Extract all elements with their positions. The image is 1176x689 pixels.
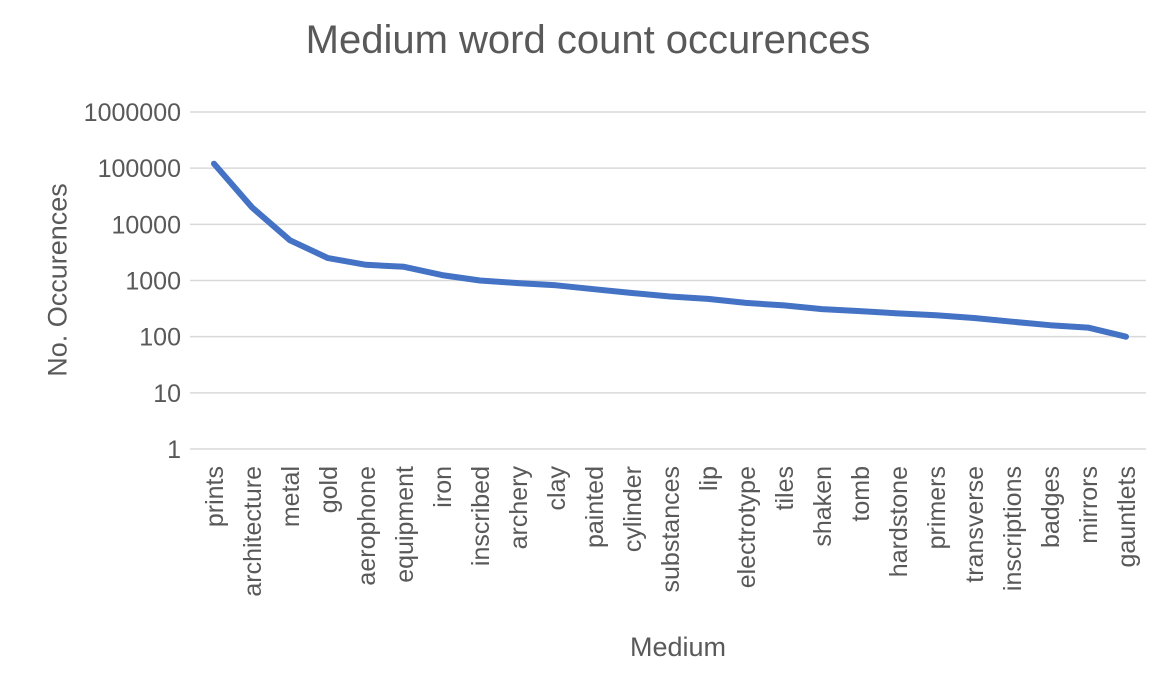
y-tick-labels: 1 10 100 1000 10000 100000 1000000 — [84, 99, 181, 464]
x-tick-label: transverse — [961, 466, 989, 583]
x-tick-label: iron — [429, 466, 457, 508]
x-tick-labels: prints architecture metal gold aerophone equi… — [201, 466, 1141, 597]
x-tick-label: shaken — [809, 466, 837, 547]
y-tick-label: 1 — [167, 436, 181, 464]
series-line — [211, 160, 1129, 340]
y-tick-label: 1000 — [125, 268, 181, 296]
x-tick-label: aerophone — [353, 466, 381, 586]
y-tick-label: 1000000 — [84, 99, 181, 127]
x-tick-label: architecture — [239, 466, 267, 597]
x-tick-label: substances — [657, 466, 685, 592]
x-tick-label: equipment — [391, 466, 419, 583]
x-tick-label: primers — [923, 466, 951, 549]
x-tick-label: gauntlets — [1113, 466, 1141, 567]
x-tick-label: tomb — [847, 466, 875, 522]
x-tick-label: clay — [543, 466, 571, 511]
gridlines — [190, 111, 1146, 450]
x-tick-label: cylinder — [619, 466, 647, 552]
y-axis-title: No. Occurences — [42, 183, 73, 377]
x-tick-label: inscribed — [467, 466, 495, 566]
chart-title: Medium word count occurences — [305, 18, 871, 62]
x-tick-label: archery — [505, 466, 533, 550]
x-tick-label: hardstone — [885, 466, 913, 577]
x-tick-label: badges — [1037, 466, 1065, 548]
x-tick-label: metal — [277, 466, 305, 527]
x-tick-label: inscriptions — [999, 466, 1027, 591]
x-tick-label: prints — [201, 466, 229, 527]
x-tick-label: electrotype — [733, 466, 761, 588]
series-layer — [211, 160, 1129, 340]
y-tick-label: 10000 — [111, 211, 181, 239]
x-tick-label: lip — [695, 466, 723, 491]
x-tick-label: mirrors — [1075, 466, 1103, 544]
x-axis-title: Medium — [629, 632, 727, 662]
x-tick-label: gold — [315, 466, 343, 513]
x-tick-label: painted — [581, 466, 609, 548]
y-tick-label: 10 — [153, 380, 181, 408]
y-tick-label: 100000 — [98, 155, 181, 183]
x-tick-label: tiles — [771, 466, 799, 510]
y-tick-label: 100 — [139, 324, 181, 352]
